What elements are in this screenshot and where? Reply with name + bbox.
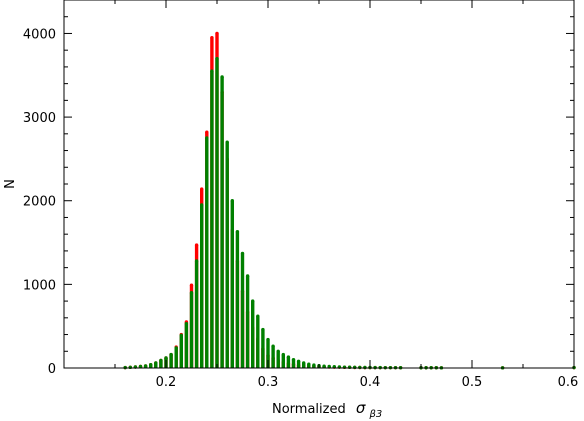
bar	[194, 260, 199, 368]
bar	[256, 316, 260, 368]
bar-cap	[286, 355, 291, 359]
bar-cap	[184, 321, 189, 326]
bar	[251, 301, 255, 368]
bar-cap	[251, 299, 255, 303]
series-1	[123, 56, 576, 370]
bar-cap	[230, 199, 234, 203]
bar-cap	[353, 365, 357, 370]
bar	[307, 364, 311, 368]
bar-cap	[143, 364, 148, 368]
bar	[220, 76, 224, 368]
bar	[215, 58, 219, 369]
bar-cap	[327, 364, 331, 369]
bar-cap	[149, 362, 153, 367]
plot-area	[64, 0, 574, 368]
bar	[302, 362, 306, 368]
y-tick-label: 0	[48, 362, 56, 377]
bar-cap	[194, 259, 199, 263]
ticks-layer	[63, 0, 575, 369]
bar-cap	[154, 361, 158, 365]
bar-cap	[261, 327, 265, 332]
bar-cap	[266, 337, 270, 342]
bar	[210, 71, 214, 368]
y-axis-title: N	[3, 179, 18, 189]
bar	[189, 292, 194, 368]
y-tick-label: 4000	[23, 27, 56, 42]
bar-cap	[220, 75, 224, 79]
x-axis-title: Normalized σ β3	[272, 399, 382, 420]
bar	[261, 329, 265, 368]
bar-cap	[245, 274, 250, 278]
bar-cap	[256, 314, 260, 318]
bar-cap	[169, 352, 173, 357]
bars-layer	[123, 31, 576, 370]
bar-cap	[281, 352, 285, 357]
bar-cap	[189, 283, 194, 287]
bar-cap	[210, 69, 214, 73]
bar-cap	[189, 291, 194, 295]
bar	[266, 339, 270, 368]
x-axis-title-text: Normalized	[272, 402, 346, 417]
bar-cap	[205, 130, 209, 134]
bar-cap	[307, 362, 311, 366]
bar	[225, 142, 229, 368]
bar	[281, 354, 285, 368]
bar-cap	[358, 365, 362, 370]
bar	[159, 360, 163, 368]
x-tick-label: 0.3	[258, 375, 279, 390]
bar	[235, 231, 240, 368]
bar-cap	[128, 365, 132, 370]
bar-cap	[322, 364, 326, 368]
bar	[184, 323, 189, 368]
y-tick-label: 3000	[23, 111, 56, 126]
bar-cap	[312, 363, 316, 367]
bar-cap	[138, 364, 143, 369]
bar-cap	[271, 344, 275, 348]
bar-cap	[235, 229, 240, 234]
x-tick-label: 0.6	[558, 375, 579, 390]
y-tick-label: 2000	[23, 195, 56, 210]
bar	[286, 357, 291, 368]
bar-cap	[225, 140, 229, 144]
bar-cap	[179, 333, 183, 338]
bar	[245, 276, 250, 368]
bar-cap	[215, 56, 219, 61]
bar	[291, 359, 296, 368]
bar	[200, 204, 204, 368]
x-tick-label: 0.2	[156, 375, 177, 390]
bar	[230, 200, 234, 368]
bar-cap	[194, 243, 199, 247]
plot-frame	[63, 0, 575, 369]
bar-cap	[302, 361, 306, 365]
bar-cap	[276, 349, 280, 353]
bar	[179, 335, 183, 368]
bar	[296, 361, 301, 368]
bar	[205, 138, 209, 368]
y-tick-labels: 0 1000 2000 3000 4000	[23, 27, 56, 377]
bar-cap	[296, 359, 301, 364]
bar	[174, 347, 178, 368]
x-tick-label: 0.5	[462, 375, 483, 390]
x-axis-title-symbol: σ	[356, 399, 366, 417]
x-axis-title-subscript: β3	[369, 409, 383, 420]
bar-cap	[210, 35, 214, 40]
x-tick-labels: 0.2 0.3 0.4 0.5 0.6	[156, 375, 579, 390]
bar-cap	[200, 203, 204, 207]
y-tick-label: 1000	[23, 278, 56, 293]
bar-cap	[240, 251, 245, 256]
bar-cap	[205, 136, 209, 140]
bar-cap	[164, 356, 168, 360]
bar-cap	[159, 358, 163, 363]
bar	[271, 346, 275, 368]
bar	[276, 351, 280, 368]
bar-cap	[291, 357, 296, 362]
bar-cap	[174, 346, 178, 350]
x-tick-label: 0.4	[360, 375, 381, 390]
bar-cap	[200, 187, 204, 191]
bar	[240, 253, 245, 368]
bar	[154, 362, 158, 368]
bar	[169, 354, 173, 368]
bar-cap	[215, 31, 219, 36]
